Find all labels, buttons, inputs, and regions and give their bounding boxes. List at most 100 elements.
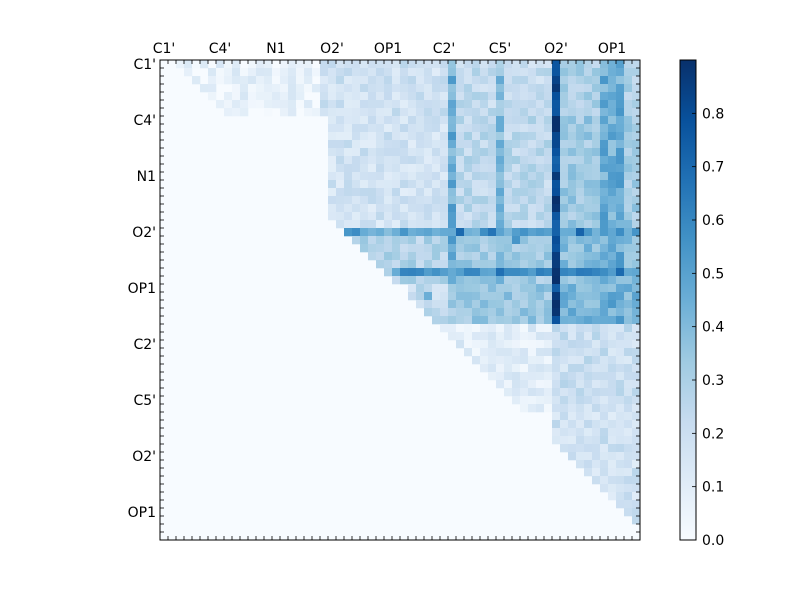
heatmap-cell bbox=[376, 180, 385, 189]
heatmap-cell bbox=[464, 236, 473, 245]
heatmap-cell bbox=[560, 252, 569, 261]
heatmap-cell bbox=[400, 172, 409, 181]
heatmap-cell bbox=[432, 292, 441, 301]
heatmap-cell bbox=[632, 260, 641, 269]
x-tick-label: O2' bbox=[320, 41, 344, 57]
heatmap-cell bbox=[568, 356, 577, 365]
heatmap-cell bbox=[408, 244, 417, 253]
heatmap-cell bbox=[616, 500, 625, 509]
heatmap-cell bbox=[432, 148, 441, 157]
heatmap-cell bbox=[528, 356, 537, 365]
heatmap-cell bbox=[544, 76, 553, 85]
heatmap-cell bbox=[408, 212, 417, 221]
heatmap-cell bbox=[528, 284, 537, 293]
heatmap-cell bbox=[624, 444, 633, 453]
heatmap-cell bbox=[584, 316, 593, 325]
heatmap-cell bbox=[624, 244, 633, 253]
heatmap-cell bbox=[608, 188, 617, 197]
heatmap-cell bbox=[512, 180, 521, 189]
heatmap-cell bbox=[336, 76, 345, 85]
heatmap-cell bbox=[600, 284, 609, 293]
heatmap-cell bbox=[496, 316, 505, 325]
heatmap-cell bbox=[528, 236, 537, 245]
heatmap-cell bbox=[616, 324, 625, 333]
heatmap-cell bbox=[504, 84, 513, 93]
heatmap-cell bbox=[448, 140, 457, 149]
heatmap-cell bbox=[528, 268, 537, 277]
heatmap-cell bbox=[600, 148, 609, 157]
heatmap-cell bbox=[408, 76, 417, 85]
heatmap-cell bbox=[328, 196, 337, 205]
heatmap-cells bbox=[160, 60, 641, 540]
heatmap-cell bbox=[544, 212, 553, 221]
heatmap-cell bbox=[552, 164, 561, 173]
heatmap-cell bbox=[432, 180, 441, 189]
heatmap-cell bbox=[336, 108, 345, 117]
heatmap-cell bbox=[368, 164, 377, 173]
heatmap-cell bbox=[408, 108, 417, 117]
heatmap-cell bbox=[560, 292, 569, 301]
heatmap-cell bbox=[552, 388, 561, 397]
heatmap-cell bbox=[424, 284, 433, 293]
heatmap-cell bbox=[536, 396, 545, 405]
heatmap-cell bbox=[520, 212, 529, 221]
heatmap-cell bbox=[376, 124, 385, 133]
heatmap-cell bbox=[592, 268, 601, 277]
heatmap-cell bbox=[616, 84, 625, 93]
heatmap-cell bbox=[600, 460, 609, 469]
heatmap-cell bbox=[568, 276, 577, 285]
heatmap-cell bbox=[528, 228, 537, 237]
heatmap-cell bbox=[624, 260, 633, 269]
heatmap-cell bbox=[416, 244, 425, 253]
heatmap-cell bbox=[592, 332, 601, 341]
heatmap-cell bbox=[568, 388, 577, 397]
heatmap-cell bbox=[496, 284, 505, 293]
heatmap-cell bbox=[392, 244, 401, 253]
heatmap-cell bbox=[464, 228, 473, 237]
heatmap-cell bbox=[480, 108, 489, 117]
heatmap-cell bbox=[560, 180, 569, 189]
x-tick-label: OP1 bbox=[374, 41, 402, 57]
heatmap-cell bbox=[608, 428, 617, 437]
heatmap-cell bbox=[584, 428, 593, 437]
heatmap-cell bbox=[592, 60, 601, 69]
heatmap-cell bbox=[608, 84, 617, 93]
heatmap-cell bbox=[416, 204, 425, 213]
heatmap-cell bbox=[352, 68, 361, 77]
heatmap-cell bbox=[368, 220, 377, 229]
heatmap-cell bbox=[432, 116, 441, 125]
heatmap-cell bbox=[592, 372, 601, 381]
heatmap-cell bbox=[600, 84, 609, 93]
heatmap-cell bbox=[560, 332, 569, 341]
heatmap-cell bbox=[608, 436, 617, 445]
heatmap-cell bbox=[336, 156, 345, 165]
heatmap-cell bbox=[544, 220, 553, 229]
heatmap-cell bbox=[392, 220, 401, 229]
heatmap-cell bbox=[504, 284, 513, 293]
heatmap-cell bbox=[632, 484, 641, 493]
heatmap-cell bbox=[440, 140, 449, 149]
heatmap-cell bbox=[376, 60, 385, 69]
heatmap-cell bbox=[520, 260, 529, 269]
heatmap-cell bbox=[520, 308, 529, 317]
heatmap-cell bbox=[592, 420, 601, 429]
heatmap-cell bbox=[448, 228, 457, 237]
heatmap-cell bbox=[432, 252, 441, 261]
heatmap-cell bbox=[560, 348, 569, 357]
heatmap-cell bbox=[296, 76, 305, 85]
heatmap-cell bbox=[624, 332, 633, 341]
heatmap-cell bbox=[512, 388, 521, 397]
heatmap-cell bbox=[432, 276, 441, 285]
heatmap-cell bbox=[384, 116, 393, 125]
heatmap-cell bbox=[368, 228, 377, 237]
heatmap-cell bbox=[216, 76, 225, 85]
heatmap-cell bbox=[584, 132, 593, 141]
colorbar-tick-label: 0.0 bbox=[702, 533, 724, 549]
heatmap-cell bbox=[464, 284, 473, 293]
heatmap-cell bbox=[352, 92, 361, 101]
heatmap-cell bbox=[616, 484, 625, 493]
heatmap-cell bbox=[496, 84, 505, 93]
heatmap-cell bbox=[384, 172, 393, 181]
heatmap-cell bbox=[432, 316, 441, 325]
heatmap-cell bbox=[592, 348, 601, 357]
